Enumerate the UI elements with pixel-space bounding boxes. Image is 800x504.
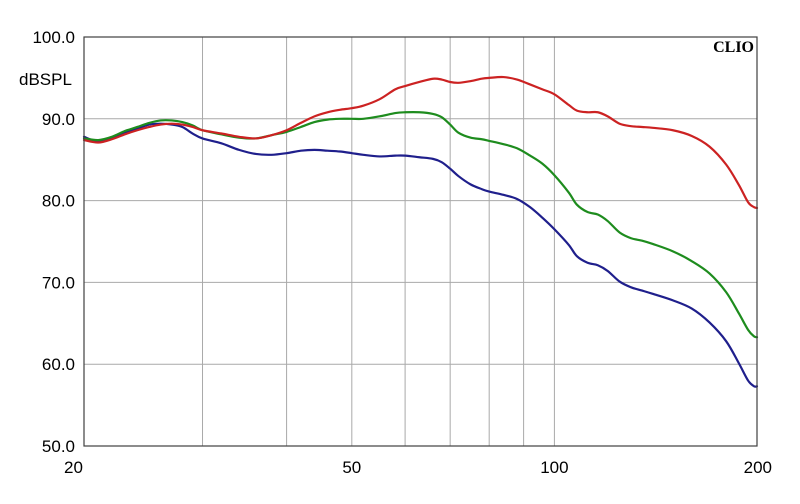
y-tick-label: 80.0 — [42, 192, 75, 211]
y-tick-label: 50.0 — [42, 437, 75, 456]
y-axis-label: dBSPL — [19, 70, 72, 89]
x-tick-label: 50 — [342, 458, 361, 477]
series-layer — [82, 75, 759, 388]
x-tick-label: 20 — [64, 458, 83, 477]
y-tick-label: 70.0 — [42, 273, 75, 292]
x-tick-label: 100 — [540, 458, 568, 477]
red-response-curve — [82, 75, 759, 210]
tick-labels: 50.0 60.0 70.0 80.0 90.0 100.0 20 50 100 200 — [32, 28, 772, 477]
y-tick-label: 100.0 — [32, 28, 75, 47]
grid-lines — [84, 37, 757, 446]
x-tick-label: 200 — [744, 458, 772, 477]
clio-brand-label: CLIO — [713, 39, 754, 56]
y-tick-label: 60.0 — [42, 355, 75, 374]
plot-frame — [83, 36, 758, 447]
green-response-curve — [82, 111, 759, 339]
blue-response-curve — [82, 122, 759, 388]
y-tick-label: 90.0 — [42, 110, 75, 129]
